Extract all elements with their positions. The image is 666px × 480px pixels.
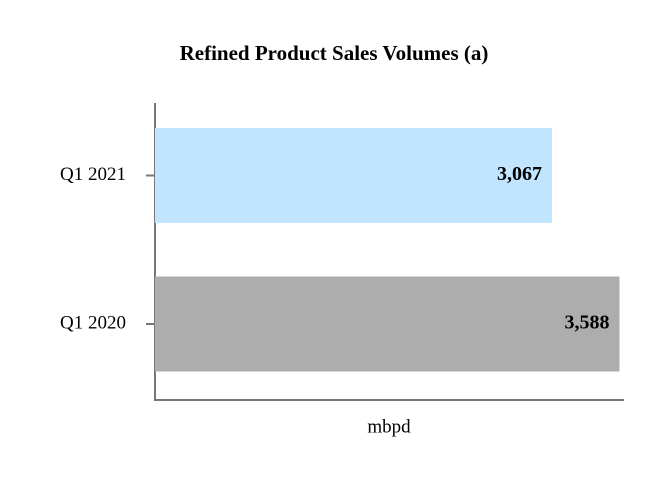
bar	[155, 128, 553, 223]
bar	[155, 276, 620, 372]
chart-title: Refined Product Sales Volumes (a)	[180, 41, 489, 65]
y-tick-label: Q1 2020	[60, 312, 126, 333]
y-tick-label: Q1 2021	[60, 164, 126, 185]
value-label: 3,588	[565, 312, 610, 334]
value-label: 3,067	[497, 163, 542, 185]
x-axis-label: mbpd	[367, 416, 411, 437]
